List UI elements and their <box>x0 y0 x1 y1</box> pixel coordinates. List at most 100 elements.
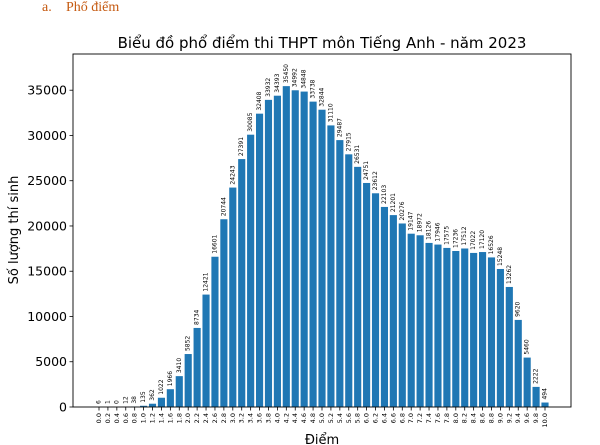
bar-4.2 <box>282 86 290 407</box>
bar-5.6 <box>345 154 353 407</box>
data-label: 17946 <box>434 222 441 241</box>
bar-1.6 <box>166 389 174 407</box>
data-label: 32844 <box>319 87 326 106</box>
y-tick-label: 30000 <box>27 128 67 143</box>
data-label: 19147 <box>408 211 415 230</box>
bar-9.8 <box>532 386 540 407</box>
x-tick-label: 3.6 <box>256 413 264 423</box>
data-label: 13262 <box>506 265 513 284</box>
bar-7.8 <box>443 247 451 407</box>
data-label: 27915 <box>345 132 352 151</box>
bar-3.6 <box>255 113 264 408</box>
bar-8.0 <box>452 250 460 407</box>
bar-9.2 <box>505 286 513 407</box>
bar-1.2 <box>148 403 157 407</box>
data-label: 20744 <box>220 197 227 216</box>
x-tick-label: 2.8 <box>220 413 228 423</box>
x-tick-label: 9.0 <box>496 413 504 423</box>
x-tick-label: 5.2 <box>327 413 335 423</box>
data-label: 2222 <box>533 368 540 383</box>
bar-2.4 <box>202 294 210 407</box>
x-tick-label: 1.8 <box>175 413 183 423</box>
x-tick-label: 2.6 <box>211 413 219 423</box>
x-tick-label: 2.4 <box>202 413 210 423</box>
data-label: 23612 <box>372 171 379 190</box>
data-label: 15248 <box>497 247 504 266</box>
bar-8.6 <box>478 252 487 407</box>
x-tick-label: 3.8 <box>264 413 272 423</box>
data-label: 33738 <box>310 79 317 98</box>
data-label: 32408 <box>256 91 263 110</box>
data-label: 17575 <box>443 226 450 245</box>
bar-9.6 <box>523 357 531 407</box>
section-title: Phổ điểm <box>66 0 120 15</box>
x-tick-label: 6.6 <box>389 413 397 423</box>
x-tick-label: 1.4 <box>157 413 165 423</box>
chart-title: Biểu đồ phổ điểm thi THPT môn Tiếng Anh … <box>118 34 527 52</box>
x-tick-label: 9.4 <box>514 413 522 423</box>
bar-4.8 <box>309 101 317 408</box>
x-tick-label: 7.0 <box>407 413 415 423</box>
data-label: 8734 <box>194 309 201 324</box>
axes-frame <box>72 53 572 408</box>
x-tick-label: 1.0 <box>140 413 148 423</box>
bar-4.0 <box>273 95 281 408</box>
data-label: 9620 <box>515 301 522 316</box>
data-label: 21201 <box>390 193 397 212</box>
data-label: 5460 <box>524 339 531 354</box>
data-label: 12 <box>122 396 129 404</box>
bar-7.0 <box>407 233 415 407</box>
x-tick-label: 0.8 <box>131 413 139 423</box>
data-label: 362 <box>149 389 156 401</box>
bar-7.2 <box>416 235 424 407</box>
bar-7.4 <box>425 242 433 407</box>
data-label: 30085 <box>247 112 254 131</box>
x-tick-label: 2.2 <box>193 413 201 423</box>
data-label: 16526 <box>488 235 495 254</box>
bar-8.8 <box>487 257 496 407</box>
x-tick-label: 6.2 <box>372 413 380 423</box>
x-tick-label: 2.0 <box>184 413 192 423</box>
data-label: 38 <box>131 396 138 404</box>
bar-9.4 <box>514 319 522 407</box>
bar-4.4 <box>291 90 299 408</box>
x-tick-label: 4.8 <box>309 413 317 423</box>
x-tick-label: 7.6 <box>434 413 442 423</box>
data-label: 5852 <box>185 336 192 351</box>
section-number: a. <box>42 0 52 15</box>
y-axis-label: Số lượng thí sinh <box>7 176 22 285</box>
bar-2.2 <box>193 327 201 407</box>
data-label: 35450 <box>283 64 290 83</box>
data-label: 3410 <box>176 358 183 373</box>
x-tick-label: 1.6 <box>166 413 174 423</box>
data-label: 12421 <box>203 272 210 291</box>
data-label: 135 <box>140 391 147 403</box>
x-tick-label: 0.2 <box>104 413 112 423</box>
x-tick-label: 8.6 <box>479 413 487 423</box>
x-tick-label: 10.0 <box>541 413 549 427</box>
bar-5.4 <box>336 140 344 407</box>
y-tick-label: 25000 <box>27 173 67 188</box>
bar-10.0 <box>541 402 549 407</box>
data-label: 1966 <box>167 371 174 386</box>
x-tick-label: 3.2 <box>238 413 246 423</box>
x-tick-label: 1.2 <box>149 413 157 423</box>
x-tick-label: 9.6 <box>523 413 531 423</box>
bar-8.4 <box>470 252 478 407</box>
x-tick-label: 4.6 <box>300 413 308 423</box>
data-label: 22103 <box>381 185 388 204</box>
bar-9.0 <box>496 268 504 407</box>
bar-2.0 <box>184 354 192 407</box>
x-tick-label: 7.2 <box>416 413 424 423</box>
x-tick-label: 0.0 <box>95 413 103 423</box>
x-tick-label: 4.0 <box>273 413 281 423</box>
bar-3.8 <box>264 99 273 408</box>
data-label: 29487 <box>336 118 343 137</box>
bar-2.8 <box>220 219 228 407</box>
bar-1.8 <box>175 376 183 407</box>
x-tick-label: 7.4 <box>425 413 433 423</box>
bar-5.8 <box>354 166 362 407</box>
data-label: 34848 <box>301 69 308 88</box>
bar-2.6 <box>211 256 219 407</box>
bar-6.6 <box>389 215 397 407</box>
